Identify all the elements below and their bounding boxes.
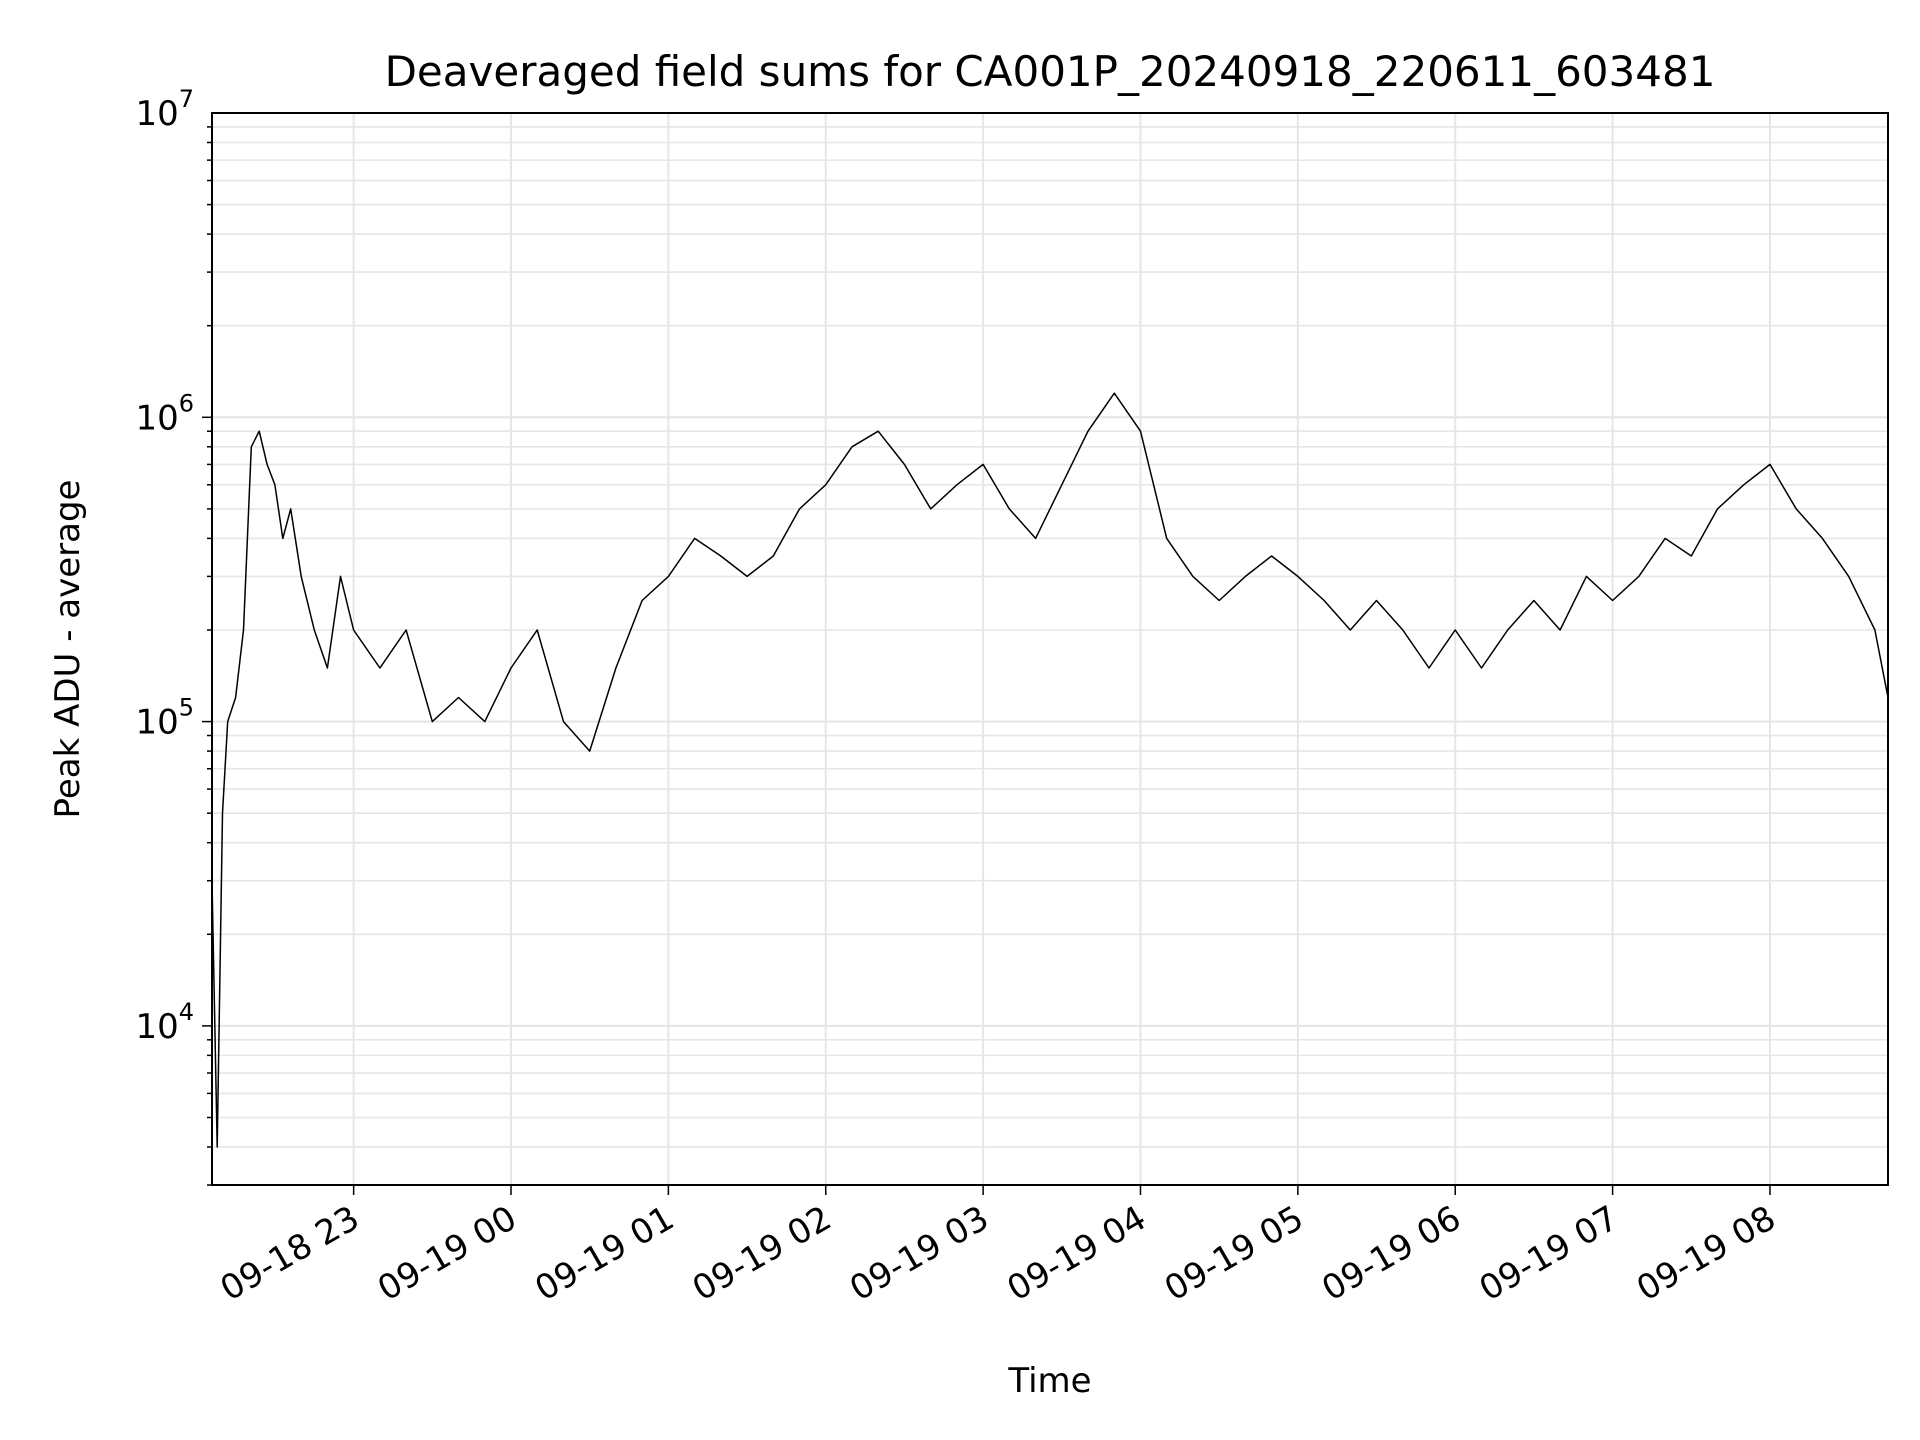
plot-frame [211, 112, 1889, 1186]
x-axis-label: Time [1007, 1361, 1091, 1401]
y-axis: 104 105 106 107 [135, 85, 212, 1186]
series-line [211, 392, 1889, 1148]
y-axis-label: Peak ADU - average [48, 480, 88, 819]
gridlines [212, 112, 1888, 1186]
chart-title: Deaveraged field sums for CA001P_2024091… [385, 47, 1716, 96]
y-tick-label: 106 [135, 389, 194, 438]
series-layer [211, 392, 1889, 1148]
y-tick-label: 105 [135, 694, 194, 743]
y-tick-label: 107 [135, 85, 194, 134]
y-tick-label: 104 [135, 998, 194, 1047]
